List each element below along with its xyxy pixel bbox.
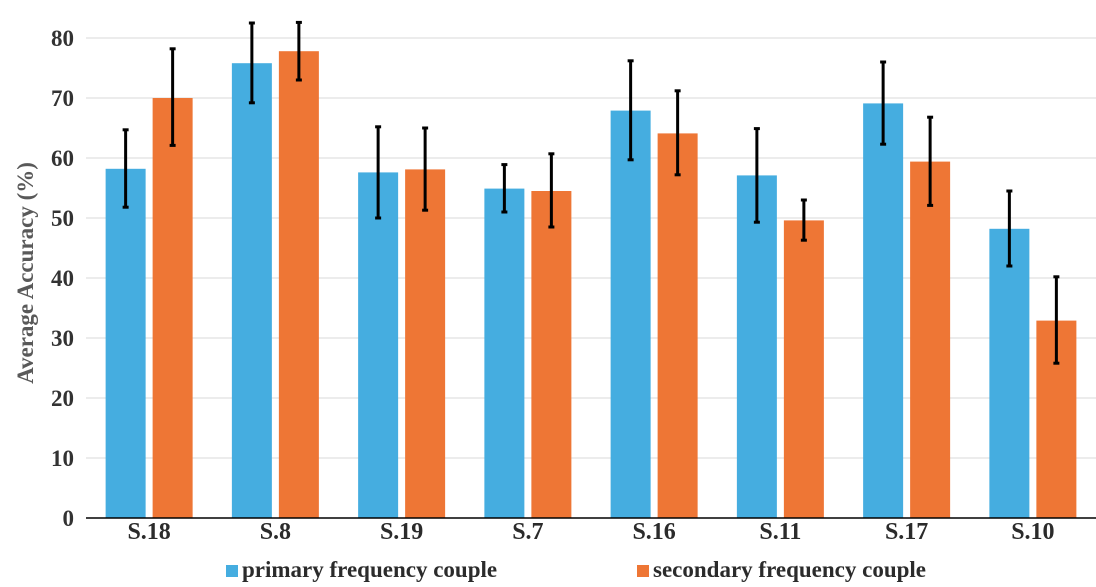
- y-tick-label: 30: [51, 326, 74, 351]
- bar-secondary-s16: [657, 133, 698, 518]
- y-tick-label: 40: [51, 266, 74, 291]
- error-bar: [548, 152, 555, 229]
- bars: [105, 51, 1077, 519]
- error-bar: [753, 127, 760, 224]
- error-bar: [880, 60, 887, 146]
- bar-primary-s8: [231, 63, 272, 518]
- error-bar: [295, 20, 302, 82]
- error-bars: [122, 20, 1060, 365]
- legend-item-primary: primary frequency couple: [226, 557, 497, 582]
- error-bar: [627, 59, 634, 162]
- error-bar: [422, 126, 429, 212]
- error-bar: [375, 125, 382, 220]
- legend-swatch: [637, 565, 649, 577]
- bar-primary-s10: [989, 228, 1030, 519]
- y-tick-label: 60: [51, 146, 74, 171]
- y-tick-label: 80: [51, 26, 74, 51]
- x-tick-label: S.19: [380, 519, 423, 545]
- error-bar: [501, 163, 508, 214]
- x-tick-label: S.17: [885, 519, 928, 545]
- bar-secondary-s18: [152, 98, 193, 518]
- x-tick-label: S.10: [1011, 519, 1054, 545]
- error-bar: [169, 47, 176, 147]
- bar-primary-s16: [610, 110, 651, 518]
- bar-secondary-s11: [783, 220, 824, 518]
- bar-primary-s19: [358, 172, 399, 518]
- legend-label: primary frequency couple: [242, 557, 497, 582]
- x-tick-label: S.7: [512, 519, 543, 545]
- y-tick-label: 0: [63, 506, 75, 531]
- error-bar: [248, 21, 255, 105]
- bar-primary-s18: [105, 168, 146, 519]
- bar-secondary-s7: [531, 191, 572, 518]
- legend-item-secondary: secondary frequency couple: [637, 557, 926, 582]
- error-bar: [674, 89, 681, 177]
- x-tick-label: S.18: [127, 519, 170, 545]
- x-tick-label: S.16: [632, 519, 675, 545]
- x-tick-label: S.8: [260, 519, 291, 545]
- legend: primary frequency couple secondary freque…: [226, 557, 926, 582]
- bar-secondary-s8: [278, 51, 319, 518]
- error-bar: [800, 198, 807, 242]
- y-tick-label: 20: [51, 386, 74, 411]
- tick-labels: 0 10 20 30 40 50 60 70 80 S.18 S.8 S.19 S.7 S.16 S.11 S…: [51, 26, 1055, 545]
- y-axis-title: Average Accuracy (%): [13, 162, 38, 384]
- legend-label: secondary frequency couple: [653, 557, 926, 582]
- bar-secondary-s17: [910, 161, 951, 518]
- error-bar: [1006, 189, 1013, 268]
- bar-primary-s11: [736, 175, 777, 518]
- error-bar: [122, 128, 129, 209]
- bar-primary-s17: [863, 103, 904, 519]
- x-tick-label: S.11: [759, 519, 801, 545]
- y-tick-label: 50: [51, 206, 74, 231]
- y-tick-label: 10: [51, 446, 74, 471]
- error-bar: [927, 115, 934, 207]
- legend-swatch: [226, 565, 238, 577]
- bar-secondary-s19: [405, 169, 446, 518]
- error-bar: [1053, 275, 1060, 365]
- bar-primary-s7: [484, 188, 525, 518]
- y-tick-label: 70: [51, 86, 74, 111]
